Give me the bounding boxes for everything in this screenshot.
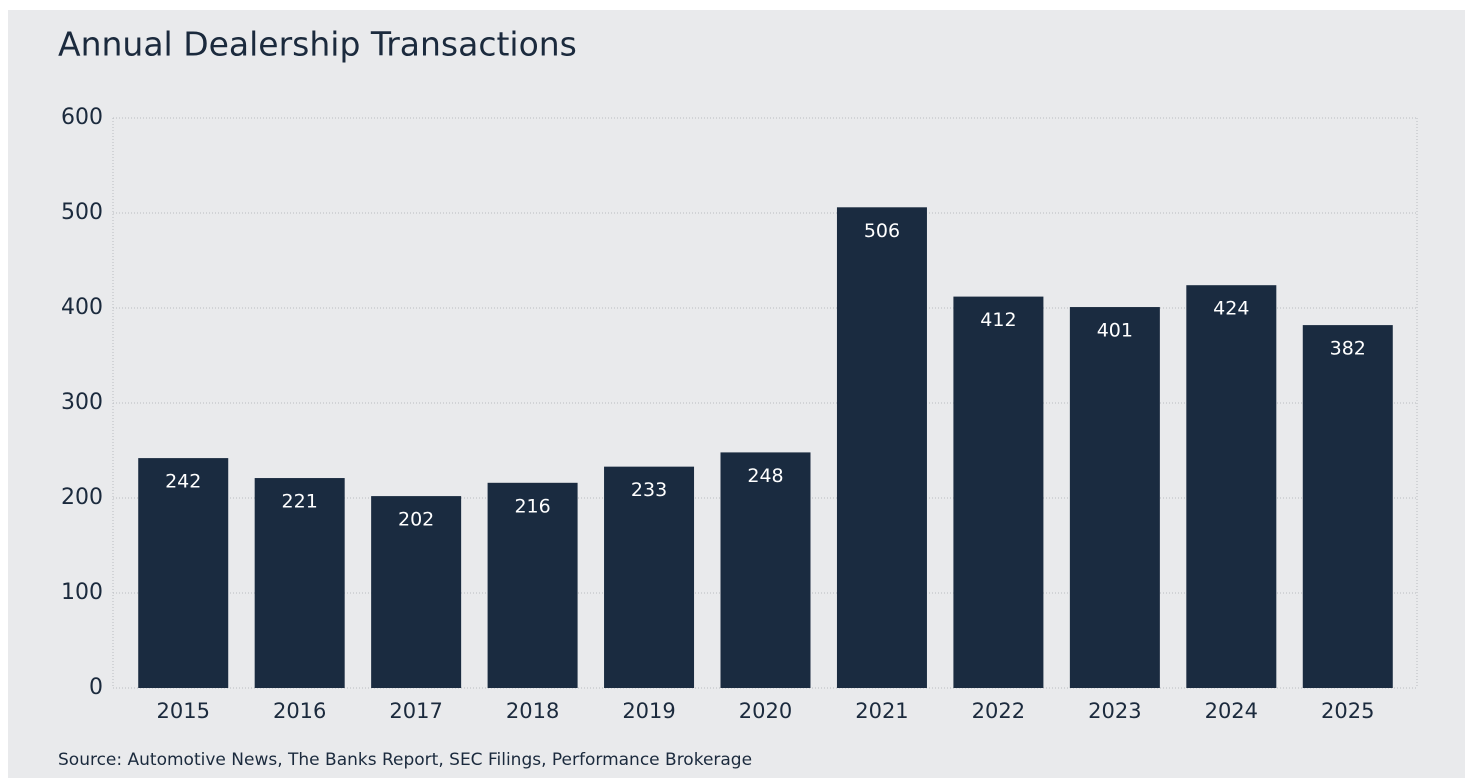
x-tick-label: 2022 xyxy=(972,699,1025,723)
y-tick-label: 300 xyxy=(61,390,103,415)
data-label: 401 xyxy=(1097,320,1133,342)
x-tick-label: 2015 xyxy=(157,699,210,723)
bar xyxy=(604,466,695,688)
data-label: 221 xyxy=(282,491,318,513)
x-tick-label: 2017 xyxy=(389,699,442,723)
bar xyxy=(487,482,578,688)
data-label: 242 xyxy=(165,471,201,493)
y-tick-label: 100 xyxy=(61,580,103,605)
data-label: 202 xyxy=(398,509,434,531)
data-label: 506 xyxy=(864,220,900,242)
data-label: 424 xyxy=(1213,298,1249,320)
y-tick-label: 600 xyxy=(61,105,103,130)
chart-title: Annual Dealership Transactions xyxy=(58,25,577,64)
y-tick-label: 0 xyxy=(89,675,103,700)
bar xyxy=(836,207,927,689)
y-tick-label: 400 xyxy=(61,295,103,320)
data-label: 233 xyxy=(631,479,667,501)
y-tick-label: 200 xyxy=(61,485,103,510)
bar xyxy=(138,458,229,688)
bar xyxy=(371,496,462,688)
bar xyxy=(254,478,345,688)
x-tick-label: 2019 xyxy=(622,699,675,723)
x-tick-label: 2025 xyxy=(1321,699,1374,723)
x-tick-label: 2016 xyxy=(273,699,326,723)
bar xyxy=(1186,285,1277,688)
x-tick-label: 2024 xyxy=(1205,699,1258,723)
bar xyxy=(1069,307,1160,688)
x-tick-label: 2021 xyxy=(855,699,908,723)
x-tick-label: 2023 xyxy=(1088,699,1141,723)
source-note: Source: Automotive News, The Banks Repor… xyxy=(58,750,752,770)
bar xyxy=(953,296,1044,688)
data-label: 412 xyxy=(980,309,1016,331)
x-tick-label: 2020 xyxy=(739,699,792,723)
bar xyxy=(720,452,811,688)
data-label: 382 xyxy=(1330,338,1366,360)
data-label: 216 xyxy=(514,495,550,517)
y-tick-label: 500 xyxy=(61,200,103,225)
bar xyxy=(1302,325,1393,688)
x-tick-label: 2018 xyxy=(506,699,559,723)
data-label: 248 xyxy=(747,465,783,487)
